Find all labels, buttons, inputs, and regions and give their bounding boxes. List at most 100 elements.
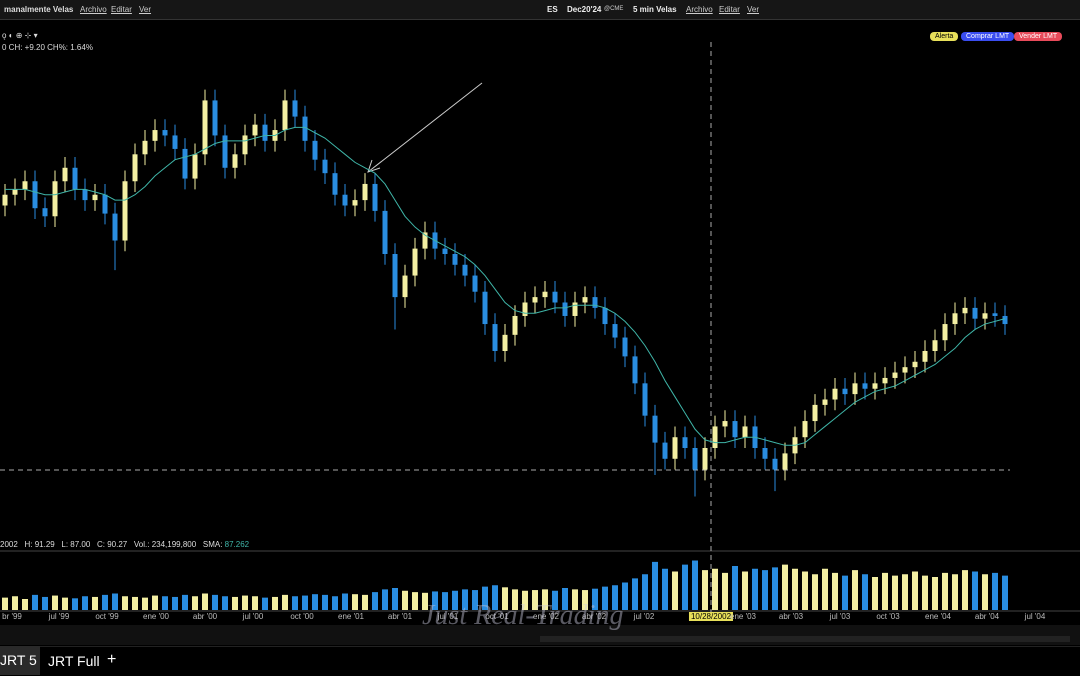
candle-body bbox=[952, 313, 958, 325]
buy-button[interactable]: Comprar LMT bbox=[961, 32, 1015, 41]
candle-body bbox=[322, 159, 328, 174]
candle-body bbox=[852, 383, 858, 395]
candle-body bbox=[602, 307, 608, 325]
volume-bar bbox=[962, 570, 968, 610]
time-label: abr '01 bbox=[387, 612, 413, 621]
volume-bar bbox=[2, 597, 8, 610]
volume-bar bbox=[422, 592, 428, 610]
candle-body bbox=[172, 135, 178, 149]
volume-bar bbox=[302, 595, 308, 610]
candle-body bbox=[412, 248, 418, 276]
candle-body bbox=[302, 116, 308, 141]
volume-bar bbox=[572, 589, 578, 610]
candle-body bbox=[362, 183, 368, 201]
info-line: 2002 H: 91.29 L: 87.00 C: 90.27 Vol.: 23… bbox=[0, 540, 249, 549]
candle-body bbox=[142, 140, 148, 155]
candle-body bbox=[572, 302, 578, 316]
info-sma-label: SMA: bbox=[202, 540, 223, 549]
sell-button[interactable]: Vender LMT bbox=[1014, 32, 1063, 41]
menu-item[interactable]: Archivo bbox=[80, 5, 107, 14]
add-tab[interactable]: + bbox=[107, 651, 117, 668]
candle-body bbox=[612, 324, 618, 338]
volume-bar bbox=[362, 594, 368, 610]
candle-body bbox=[112, 213, 118, 241]
candle-body bbox=[182, 148, 188, 179]
volume-bar bbox=[912, 571, 918, 610]
volume-bar bbox=[622, 582, 628, 610]
volume-bar bbox=[142, 597, 148, 610]
candle-body bbox=[692, 448, 698, 470]
volume-bar bbox=[972, 571, 978, 610]
candle-body bbox=[342, 194, 348, 206]
volume-bar bbox=[662, 568, 668, 610]
candle-body bbox=[702, 448, 708, 470]
volume-bar bbox=[722, 572, 728, 610]
icons[interactable]: ǫ ◐ ⊕ ⊹ ▾ bbox=[2, 31, 38, 40]
volume-bar bbox=[602, 586, 608, 610]
volume-bar bbox=[222, 596, 228, 610]
volume-bar bbox=[692, 560, 698, 610]
tab[interactable]: JRT Full bbox=[48, 653, 100, 669]
candle-body bbox=[122, 181, 128, 241]
volume-bar bbox=[452, 590, 458, 610]
volume-bar bbox=[982, 574, 988, 610]
volume-bar bbox=[72, 598, 78, 610]
candle-body bbox=[592, 297, 598, 308]
volume-bar bbox=[12, 596, 18, 610]
candle-body bbox=[782, 453, 788, 470]
scrubber-range[interactable] bbox=[540, 636, 1070, 642]
volume-bar bbox=[1002, 575, 1008, 610]
volume-bar bbox=[382, 589, 388, 610]
volume-bar bbox=[672, 571, 678, 610]
candle-body bbox=[912, 361, 918, 368]
symbol[interactable]: ES bbox=[547, 5, 558, 14]
candle-body bbox=[162, 130, 168, 136]
menu-item[interactable]: Ver bbox=[139, 5, 152, 14]
candle-body bbox=[462, 264, 468, 276]
candle-body bbox=[392, 254, 398, 298]
candle-body bbox=[82, 189, 88, 201]
time-label: ene '00 bbox=[143, 612, 169, 621]
time-label: ene '02 bbox=[533, 612, 559, 621]
interval[interactable]: 5 min Velas bbox=[633, 5, 677, 14]
candle-body bbox=[332, 173, 338, 195]
contract[interactable]: Dec20'24 bbox=[567, 5, 602, 14]
volume-bar bbox=[642, 574, 648, 610]
menu-item[interactable]: Editar bbox=[719, 5, 740, 14]
time-label: oct '01 bbox=[485, 612, 509, 621]
volume-bar bbox=[292, 596, 298, 610]
tab-label: JRT 5 bbox=[0, 652, 37, 668]
menu-item[interactable]: Archivo bbox=[686, 5, 713, 14]
candle-body bbox=[252, 124, 258, 136]
candle-body bbox=[662, 442, 668, 459]
volume-bar bbox=[352, 594, 358, 610]
candle-body bbox=[312, 140, 318, 160]
crosshair-date: 10/28/2002 bbox=[688, 612, 734, 621]
volume-bar bbox=[232, 596, 238, 610]
volume-bar bbox=[552, 590, 558, 610]
volume-bar bbox=[202, 593, 208, 610]
candle-body bbox=[1002, 315, 1008, 325]
volume-bar bbox=[262, 597, 268, 610]
candle-body bbox=[892, 372, 898, 378]
alert-button[interactable]: Alerta bbox=[930, 32, 959, 41]
volume-bar bbox=[82, 596, 88, 610]
volume-bar bbox=[902, 574, 908, 610]
volume-bar bbox=[242, 595, 248, 610]
volume-bar bbox=[712, 568, 718, 610]
volume-bar bbox=[592, 588, 598, 610]
volume-bar bbox=[652, 561, 658, 610]
tab-active[interactable]: JRT 5 bbox=[0, 646, 40, 675]
volume-bar bbox=[132, 596, 138, 610]
menu-item[interactable]: Ver bbox=[747, 5, 760, 14]
volume-bar bbox=[52, 595, 58, 610]
time-label: jul '99 bbox=[48, 612, 70, 621]
candle-body bbox=[562, 302, 568, 316]
info-sma-value: 87.262 bbox=[224, 540, 250, 549]
candle-body bbox=[652, 415, 658, 443]
menu-item[interactable]: Editar bbox=[111, 5, 132, 14]
candle-body bbox=[102, 194, 108, 214]
volume-bar bbox=[612, 585, 618, 610]
volume-bar bbox=[212, 594, 218, 610]
volume-bar bbox=[842, 575, 848, 610]
